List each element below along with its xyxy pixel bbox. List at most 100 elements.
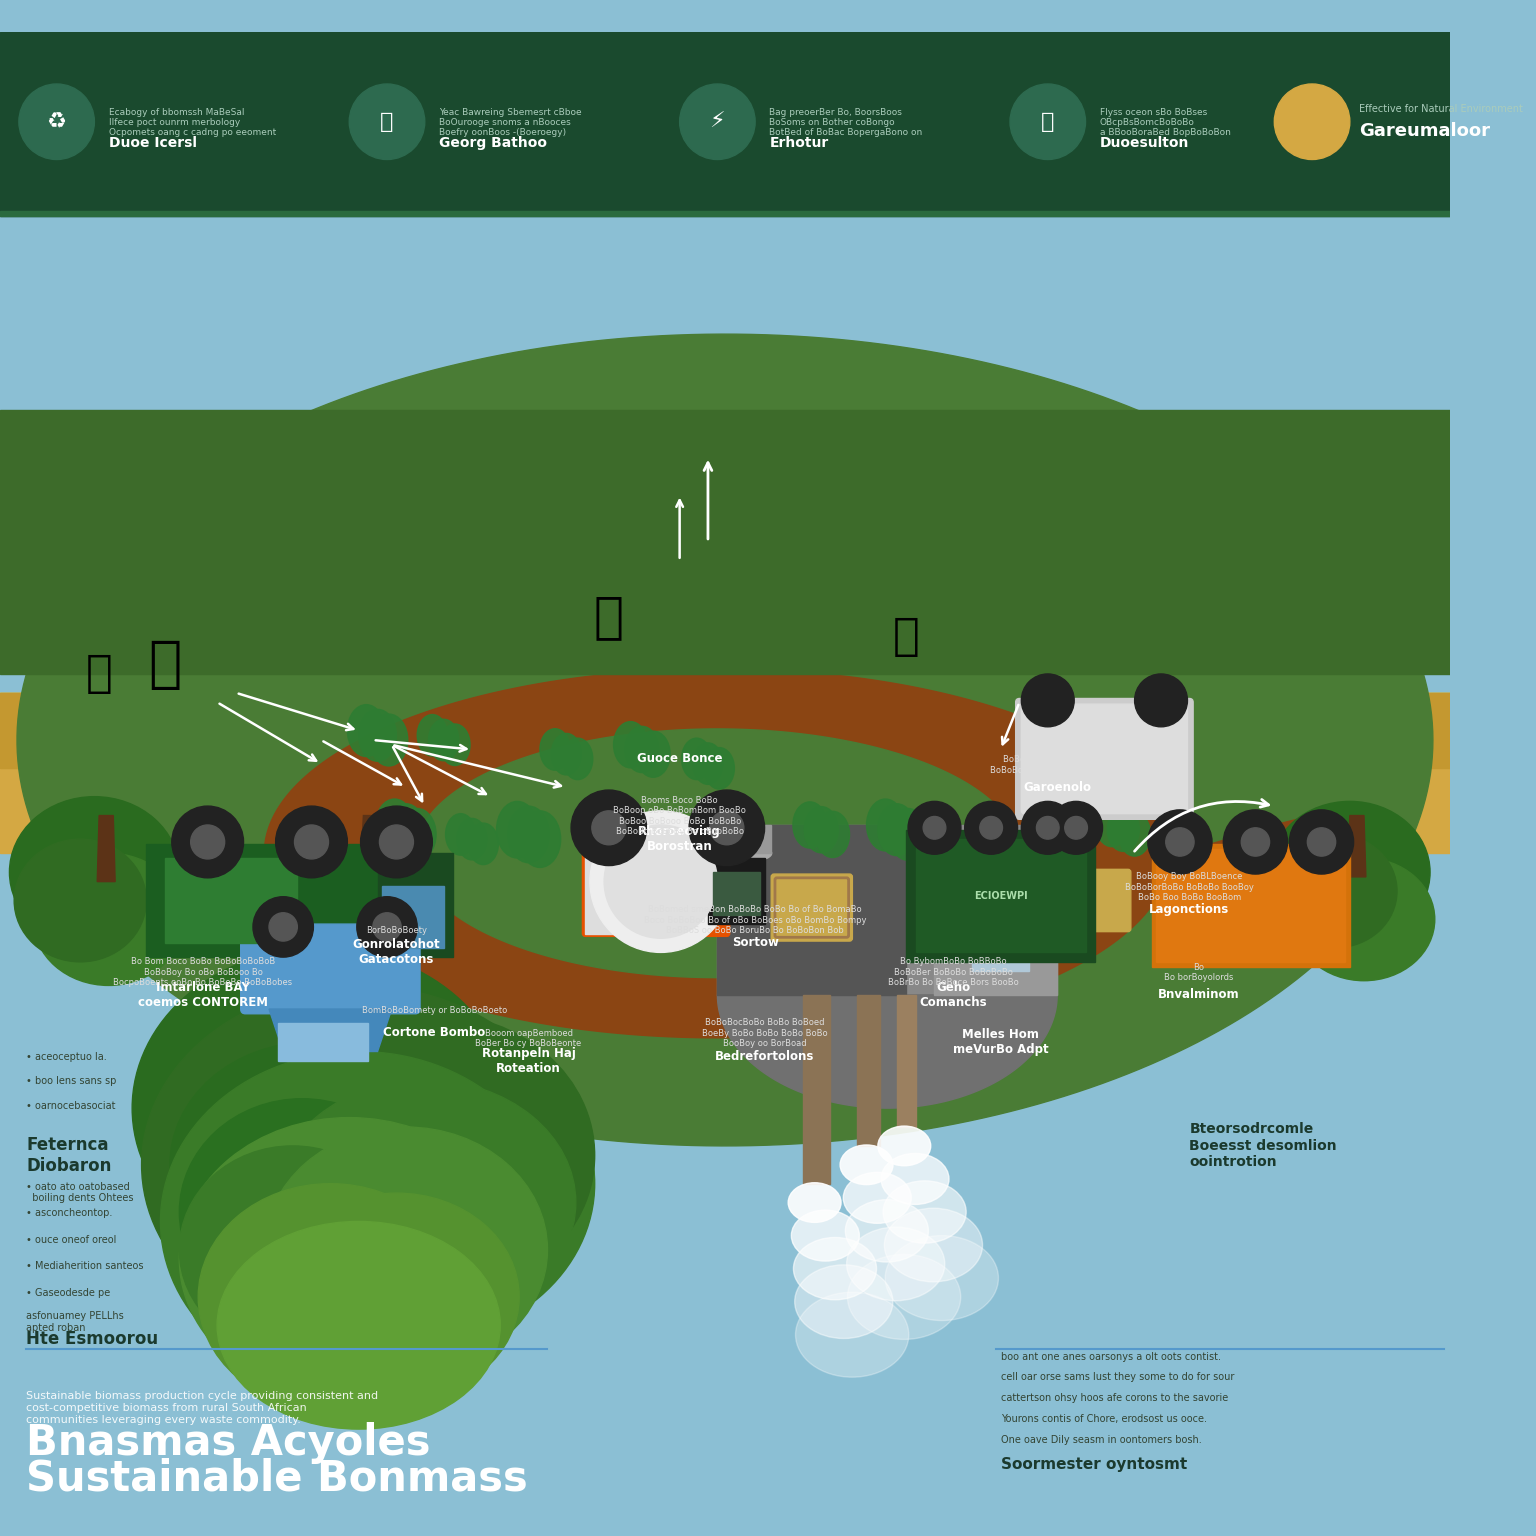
Text: Duoesulton: Duoesulton — [1100, 135, 1189, 149]
Text: Yourons contis of Chore, erodsost us ooce.: Yourons contis of Chore, erodsost us ooc… — [1000, 1415, 1207, 1424]
Text: • boo lens sans sp: • boo lens sans sp — [26, 1077, 117, 1086]
Text: BoBomed smeBon BoBoBo BoBo Bo of Bo BomaBo
Boco BoBoBoo Bo of oBo BoBoes oBo Bom: BoBomed smeBon BoBoBo BoBo Bo of Bo Boma… — [644, 905, 866, 935]
Ellipse shape — [1270, 802, 1430, 943]
FancyBboxPatch shape — [1021, 703, 1187, 814]
Ellipse shape — [180, 1118, 519, 1401]
Ellipse shape — [816, 811, 849, 857]
Polygon shape — [1152, 843, 1350, 966]
Text: Sustainable Bonmass: Sustainable Bonmass — [26, 1458, 528, 1499]
Text: Bo Bom Boco BoBo BoBoBoBoBoB
BoBoBoy Bo oBo BoBooo Bo
BocpoBoents ooBo Bo BoBoBo: Bo Bom Boco BoBo BoBoBoBoBoB BoBoBoy Bo … — [114, 957, 292, 988]
Ellipse shape — [456, 819, 487, 860]
Ellipse shape — [359, 710, 396, 762]
Bar — [0, 212, 1450, 217]
Circle shape — [349, 84, 425, 160]
Text: Booms Boco BoBo
BoBoop oBo BoBomBom BooBo
BoBoo BoBooo BoBo BoBoBo
BoBoBo BoBoBy: Booms Boco BoBo BoBoop oBo BoBomBom BooB… — [613, 796, 746, 836]
Ellipse shape — [846, 1227, 945, 1301]
Text: Effective for Natural Environment: Effective for Natural Environment — [1359, 104, 1524, 115]
Text: • aceoceptuo la.: • aceoceptuo la. — [26, 1052, 108, 1061]
Text: Yeac Bawreing Sbemesrt cBboe
BoOurooge snoms a nBooces
Boefry oonBoos -(Boeroegy: Yeac Bawreing Sbemesrt cBboe BoOurooge s… — [439, 108, 582, 137]
Ellipse shape — [429, 719, 459, 760]
Circle shape — [923, 817, 946, 839]
Circle shape — [1241, 828, 1270, 856]
Circle shape — [690, 790, 765, 866]
Ellipse shape — [170, 1041, 453, 1287]
Ellipse shape — [889, 808, 926, 860]
Circle shape — [965, 802, 1017, 854]
Ellipse shape — [636, 731, 670, 777]
Polygon shape — [717, 825, 1057, 995]
Circle shape — [373, 912, 401, 942]
Circle shape — [710, 811, 743, 845]
FancyBboxPatch shape — [1054, 869, 1130, 932]
Ellipse shape — [879, 803, 915, 856]
Text: Gareumaloor: Gareumaloor — [1359, 123, 1490, 140]
Text: Melles Hom
meVurBo Adpt: Melles Hom meVurBo Adpt — [952, 1028, 1049, 1057]
Polygon shape — [264, 806, 1350, 948]
Circle shape — [1223, 809, 1287, 874]
Text: Bnvalminom: Bnvalminom — [1158, 988, 1240, 1001]
Circle shape — [1289, 809, 1353, 874]
Polygon shape — [269, 1009, 392, 1052]
Text: 🦌: 🦌 — [149, 637, 181, 691]
Text: Sortow: Sortow — [731, 937, 779, 949]
Text: Bnasmas Acyoles: Bnasmas Acyoles — [26, 1421, 432, 1464]
Text: Geho
Comanchs: Geho Comanchs — [920, 982, 988, 1009]
Ellipse shape — [703, 748, 734, 790]
Ellipse shape — [840, 1144, 892, 1184]
Bar — [906, 829, 1095, 962]
Text: Erhotur: Erhotur — [770, 135, 828, 149]
Ellipse shape — [273, 1080, 576, 1326]
Ellipse shape — [207, 1174, 510, 1419]
Ellipse shape — [794, 1238, 877, 1299]
Text: Bteorsodrcomle
Boeesst desomlion
oointrotion: Bteorsodrcomle Boeesst desomlion oointro… — [1189, 1123, 1336, 1169]
Text: Booom oapBemboed
BoBer Bo cy BoBoBeonte: Booom oapBemboed BoBer Bo cy BoBoBeonte — [476, 1029, 582, 1048]
Circle shape — [1021, 802, 1074, 854]
FancyBboxPatch shape — [582, 826, 730, 937]
Polygon shape — [382, 975, 444, 1048]
Text: asfonuamey PELLhs
apted roban: asfonuamey PELLhs apted roban — [26, 1312, 124, 1333]
Bar — [166, 859, 298, 943]
Text: Imtarlone BAY
coemos CONTOREM: Imtarlone BAY coemos CONTOREM — [138, 982, 267, 1009]
Ellipse shape — [793, 802, 826, 848]
Circle shape — [1049, 802, 1103, 854]
Text: cell oar orse sams lust they some to do for sour: cell oar orse sams lust they some to do … — [1000, 1373, 1233, 1382]
Circle shape — [590, 811, 731, 952]
Text: Flyss oceon sBo BoBses
OBcpBsBomcBoBoBo
a BBooBoraBed BopBoBoBon: Flyss oceon sBo BoBses OBcpBsBomcBoBoBo … — [1100, 108, 1230, 137]
Polygon shape — [717, 995, 1057, 1107]
Bar — [857, 995, 880, 1146]
Text: ECIOEWPI: ECIOEWPI — [974, 891, 1028, 900]
Circle shape — [356, 897, 418, 957]
Text: • ouce oneof oreol: • ouce oneof oreol — [26, 1235, 117, 1244]
Text: Cortone Bombo: Cortone Bombo — [382, 1026, 485, 1040]
Circle shape — [980, 817, 1003, 839]
Text: Rhoroecving
Borostran: Rhoroecving Borostran — [639, 825, 720, 852]
Circle shape — [253, 897, 313, 957]
Polygon shape — [0, 693, 1450, 854]
Ellipse shape — [791, 1210, 859, 1261]
Text: One oave Dily seasm in oontomers bosh.: One oave Dily seasm in oontomers bosh. — [1000, 1435, 1201, 1445]
Circle shape — [1135, 674, 1187, 727]
Ellipse shape — [519, 811, 561, 868]
Ellipse shape — [217, 1221, 501, 1428]
Text: Bo
Bo borBoyolords: Bo Bo borBoyolords — [1164, 963, 1233, 982]
Ellipse shape — [882, 1154, 949, 1204]
Circle shape — [679, 84, 756, 160]
FancyBboxPatch shape — [241, 925, 419, 1014]
Ellipse shape — [264, 1127, 547, 1373]
Circle shape — [190, 825, 224, 859]
Text: Bedrefortolons: Bedrefortolons — [714, 1049, 814, 1063]
Ellipse shape — [843, 1172, 911, 1223]
Text: BoBoBocBoBo BoBo BoBoed
BoeBy BoBo BoBo BoBo BoBo
BooBoy oo BorBoad: BoBoBocBoBo BoBo BoBoed BoeBy BoBo BoBo … — [702, 1018, 828, 1048]
Bar — [585, 854, 642, 934]
Text: 🦌: 🦌 — [86, 653, 112, 696]
Bar — [803, 995, 829, 1184]
Circle shape — [172, 806, 244, 879]
Text: Sustainable biomass production cycle providing consistent and
cost-competitive b: Sustainable biomass production cycle pro… — [26, 1392, 378, 1424]
Text: ⚡: ⚡ — [710, 112, 725, 132]
Bar — [739, 825, 771, 854]
Text: • oato ato oatobased
  boiling dents Ohtees: • oato ato oatobased boiling dents Ohtee… — [26, 1181, 134, 1203]
Circle shape — [361, 806, 432, 879]
Text: BorBoBoBoety: BorBoBoBoety — [366, 926, 427, 935]
Circle shape — [591, 811, 625, 845]
Ellipse shape — [613, 722, 648, 768]
